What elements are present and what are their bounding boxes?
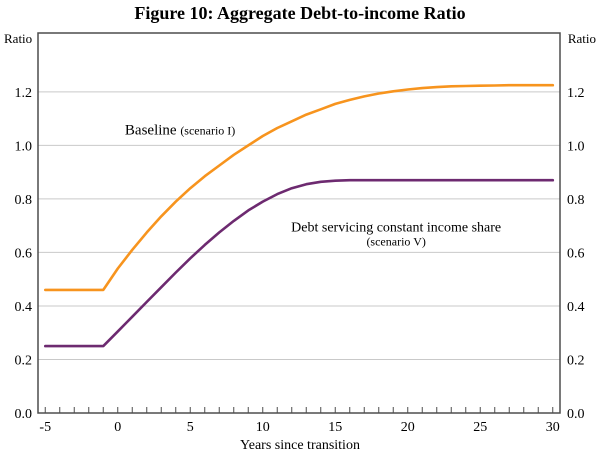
y-tick-label-left: 0.2 — [15, 353, 33, 368]
x-tick-label: 20 — [401, 420, 415, 435]
y-tick-label-left: 0.0 — [15, 407, 33, 422]
y-tick-label-right: 1.2 — [567, 86, 585, 101]
y-axis-unit-left: Ratio — [4, 31, 33, 46]
y-tick-label-right: 0.2 — [567, 353, 585, 368]
x-axis-title: Years since transition — [240, 438, 360, 453]
y-tick-label-right: 0.4 — [567, 300, 585, 315]
y-tick-label-right: 0.8 — [567, 193, 585, 208]
x-tick-label: 10 — [256, 420, 270, 435]
series-label-debt-servicing-scenario: (scenario V) — [366, 235, 425, 249]
y-tick-label-left: 0.6 — [15, 246, 33, 261]
y-tick-label-left: 1.0 — [15, 139, 33, 154]
x-tick-label: 0 — [114, 420, 121, 435]
series-line-debt-servicing — [43, 178, 555, 348]
y-tick-label-right: 0.0 — [567, 407, 585, 422]
x-tick-label: 25 — [473, 420, 487, 435]
series-label-debt-servicing: Debt servicing constant income share — [291, 221, 501, 236]
y-axis-unit-right: Ratio — [567, 31, 596, 46]
y-tick-label-left: 0.8 — [15, 193, 33, 208]
y-tick-label-right: 1.0 — [567, 139, 585, 154]
y-tick-label-left: 1.2 — [15, 86, 33, 101]
series-line-baseline — [43, 83, 555, 292]
series-label-baseline: Baseline (scenario I) — [125, 122, 235, 138]
x-tick-label: 5 — [187, 420, 194, 435]
x-tick-label: 30 — [546, 420, 560, 435]
x-tick-label: -5 — [39, 420, 51, 435]
figure-title: Figure 10: Aggregate Debt-to-income Rati… — [134, 3, 466, 23]
y-tick-label-left: 0.4 — [15, 300, 33, 315]
y-tick-label-right: 0.6 — [567, 246, 585, 261]
plot-frame — [37, 32, 561, 414]
x-tick-label: 15 — [328, 420, 342, 435]
